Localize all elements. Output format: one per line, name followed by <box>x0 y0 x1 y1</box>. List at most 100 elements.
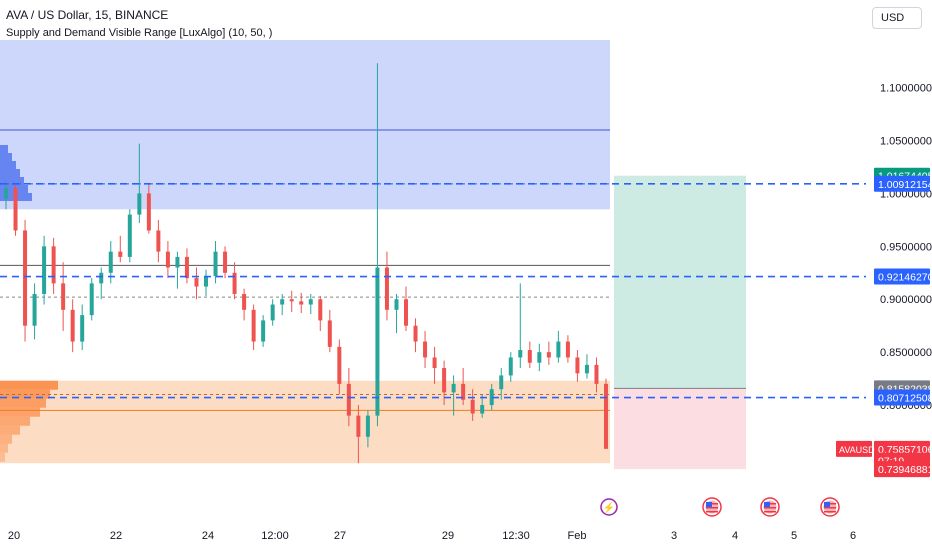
candle-body <box>308 299 313 305</box>
stop-zone <box>614 388 746 470</box>
us-flag-icon <box>764 502 770 507</box>
candle-body <box>432 357 437 369</box>
candle-body <box>423 341 428 358</box>
price-label: 0.92146270 <box>878 272 932 284</box>
candle-body <box>61 283 66 310</box>
candle-body <box>461 383 466 400</box>
candle-body <box>289 299 294 302</box>
price-label-bg <box>874 175 930 192</box>
price-label: 0.73946881 <box>878 464 932 476</box>
us-flag-icon <box>824 507 836 509</box>
candle-body <box>213 251 218 276</box>
demand-profile-bar <box>0 407 40 417</box>
currency-button[interactable]: USD <box>872 7 922 29</box>
candle-body <box>137 193 142 215</box>
candle-body <box>89 283 94 316</box>
candle-body <box>232 272 237 294</box>
candle-body <box>518 350 523 358</box>
supply-zone <box>0 40 610 210</box>
candle-body <box>32 293 37 326</box>
candle-body <box>108 251 113 273</box>
candle-body <box>194 278 199 287</box>
demand-profile-bar <box>0 380 58 390</box>
candle-body <box>184 256 189 279</box>
candle-body <box>299 301 304 305</box>
target-zone <box>614 175 746 389</box>
supply-profile-bar <box>0 169 20 177</box>
us-flag-icon <box>824 502 830 507</box>
x-tick-label: 6 <box>850 530 856 542</box>
candle-body <box>594 364 599 384</box>
candle-body <box>251 309 256 342</box>
indicator-title[interactable]: Supply and Demand Visible Range [LuxAlgo… <box>6 27 273 39</box>
x-tick-label: 20 <box>8 530 20 542</box>
demand-profile-bar <box>0 398 46 408</box>
x-tick-label: 22 <box>110 530 122 542</box>
candle-body <box>318 299 323 321</box>
candle-body <box>556 341 561 358</box>
candle-body <box>175 256 180 268</box>
us-flag-icon <box>706 502 712 507</box>
price-label-bg <box>874 389 930 406</box>
candle-body <box>156 230 161 252</box>
candle-body <box>365 415 370 437</box>
candle-body <box>604 383 608 449</box>
x-tick-label: Feb <box>568 530 587 542</box>
chart-symbol-title: AVA / US Dollar, 15, BINANCE <box>6 8 169 22</box>
y-tick-label: 1.05000000 <box>880 136 932 148</box>
candle-body <box>394 299 399 310</box>
x-tick-label: 4 <box>732 530 738 542</box>
candle-body <box>413 325 418 342</box>
candle-body <box>204 275 208 287</box>
price-label-bg <box>874 461 930 478</box>
price-label-bg <box>874 268 930 285</box>
candle-body <box>242 293 247 310</box>
symbol-tag-bg <box>836 440 872 457</box>
candle-body <box>384 267 389 310</box>
candle-body <box>23 230 28 326</box>
x-tick-label: 27 <box>334 530 346 542</box>
candle-body <box>356 415 361 437</box>
demand-zone <box>0 380 610 464</box>
demand-profile-bar <box>0 452 5 462</box>
candle-body <box>99 272 104 284</box>
supply-profile-bar <box>0 177 24 185</box>
candle-body <box>165 251 170 268</box>
candle-body <box>13 188 18 231</box>
demand-profile-bar <box>0 425 20 435</box>
candle-body <box>261 320 266 342</box>
candle-body <box>146 193 151 231</box>
candle-body <box>451 383 456 393</box>
candle-body <box>223 251 228 273</box>
demand-profile-bar <box>0 443 8 453</box>
x-tick-label: 5 <box>791 530 797 542</box>
x-tick-label: 24 <box>202 530 214 542</box>
supply-profile-bar <box>0 161 16 169</box>
candle-body <box>70 309 75 342</box>
candle-body <box>280 299 285 305</box>
candle-body <box>337 346 342 384</box>
candle-body <box>442 368 447 393</box>
x-tick-label: 29 <box>442 530 454 542</box>
x-tick-label: 12:00 <box>261 530 289 542</box>
candle-body <box>575 357 580 374</box>
candle-body <box>527 350 532 363</box>
supply-profile-bar <box>0 145 8 153</box>
candle-body <box>565 341 570 358</box>
demand-profile-bar <box>0 434 12 444</box>
symbol-tag: AVAUSD <box>839 445 875 455</box>
us-flag-icon <box>764 511 776 513</box>
candle-body <box>470 399 475 414</box>
candle-body <box>404 299 408 326</box>
supply-profile-bar <box>0 153 12 161</box>
candle-body <box>42 246 47 294</box>
candle-body <box>508 357 513 376</box>
x-tick-label: 12:30 <box>502 530 530 542</box>
price-label: 0.80712508 <box>878 393 932 405</box>
price-label: 1.00912154 <box>878 179 932 191</box>
candle-body <box>327 320 332 347</box>
x-tick-label: 3 <box>671 530 677 542</box>
